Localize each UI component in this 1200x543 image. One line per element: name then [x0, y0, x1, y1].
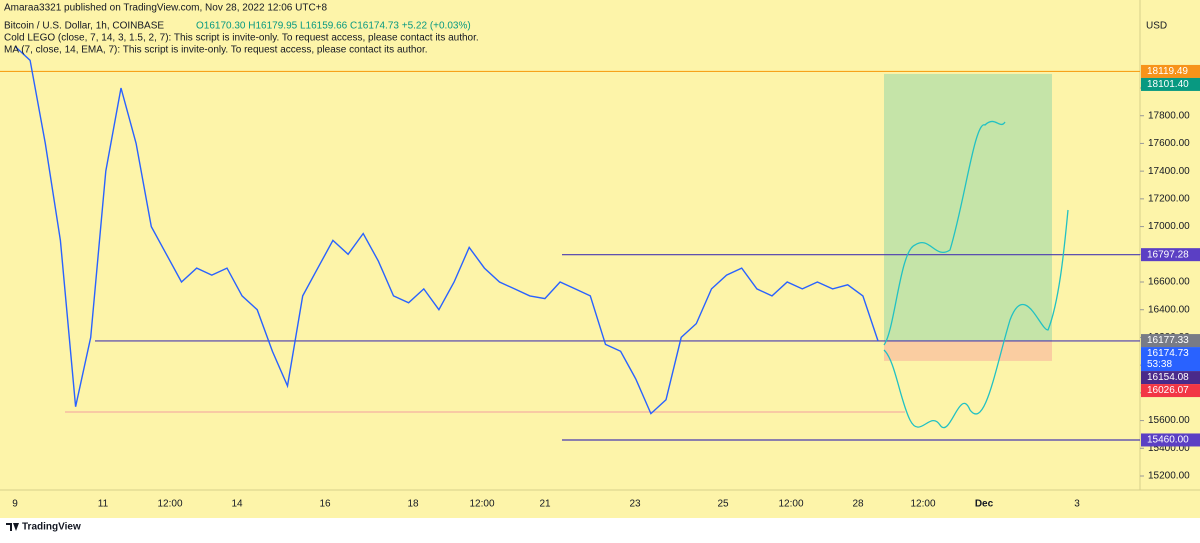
x-tick-label: 25 [717, 499, 729, 510]
price-tag-label: 18101.40 [1147, 79, 1189, 90]
y-tick-label: 16400.00 [1148, 304, 1190, 315]
price-tag-label: 16797.28 [1147, 249, 1189, 260]
price-tag [1141, 64, 1200, 78]
price-tag-label: 16154.08 [1147, 372, 1189, 383]
symbol: Bitcoin / U.S. Dollar, 1h, COINBASE [4, 21, 164, 32]
logo-icon [6, 523, 19, 531]
price-tag-label: 16174.73 [1147, 348, 1189, 359]
x-tick-label: Dec [975, 499, 994, 510]
loss-zone [884, 340, 1052, 361]
y-tick-label: 17800.00 [1148, 110, 1190, 121]
y-tick-label: 15600.00 [1148, 415, 1190, 426]
x-tick-label: 12:00 [910, 499, 935, 510]
x-tick-label: 3 [1074, 499, 1080, 510]
y-tick-label: 17600.00 [1148, 138, 1190, 149]
x-tick-label: 12:00 [157, 499, 182, 510]
indicator: Cold LEGO (close, 7, 14, 3, 1.5, 2, 7): … [4, 33, 479, 44]
y-tick-label: 15200.00 [1148, 471, 1190, 482]
price-tag [1141, 334, 1200, 348]
x-tick-label: 23 [629, 499, 641, 510]
price-tag [1141, 433, 1200, 447]
y-tick-label: 16600.00 [1148, 277, 1190, 288]
price-tag [1141, 347, 1200, 372]
x-tick-label: 12:00 [778, 499, 803, 510]
price-tag [1141, 384, 1200, 398]
x-tick-label: 11 [98, 499, 109, 510]
price-tag [1141, 371, 1200, 385]
x-tick-label: 28 [852, 499, 864, 510]
price-tag [1141, 77, 1200, 91]
price-line [14, 45, 879, 415]
x-tick-label: 9 [12, 499, 18, 510]
countdown: 53:38 [1147, 359, 1172, 370]
x-tick-label: 14 [231, 499, 243, 510]
publish-info: Amaraa3321 published on TradingView.com,… [4, 3, 328, 14]
ohlc: O16170.30 H16179.95 L16159.66 C16174.73 … [196, 21, 471, 32]
y-tick-label: 17200.00 [1148, 193, 1190, 204]
projection [883, 120, 1006, 346]
indicator: MA (7, close, 14, EMA, 7): This script i… [4, 45, 428, 56]
y-tick-label: 17000.00 [1148, 221, 1190, 232]
profit-zone [884, 73, 1052, 341]
price-tag-label: 16026.07 [1147, 385, 1189, 396]
x-tick-label: 21 [539, 499, 551, 510]
price-tag-label: 16177.33 [1147, 335, 1189, 346]
price-tag [1141, 248, 1200, 262]
footer-logo: TradingView [22, 522, 81, 533]
x-tick-label: 12:00 [469, 499, 494, 510]
y-tick-label: 17400.00 [1148, 166, 1190, 177]
y-tick-label: 15400.00 [1148, 443, 1190, 454]
x-tick-label: 18 [407, 499, 419, 510]
projection [883, 209, 1069, 429]
currency: USD [1146, 21, 1167, 32]
price-tag-label: 18119.49 [1147, 66, 1188, 77]
price-tag-label: 15460.00 [1147, 435, 1189, 446]
x-tick-label: 16 [319, 499, 331, 510]
